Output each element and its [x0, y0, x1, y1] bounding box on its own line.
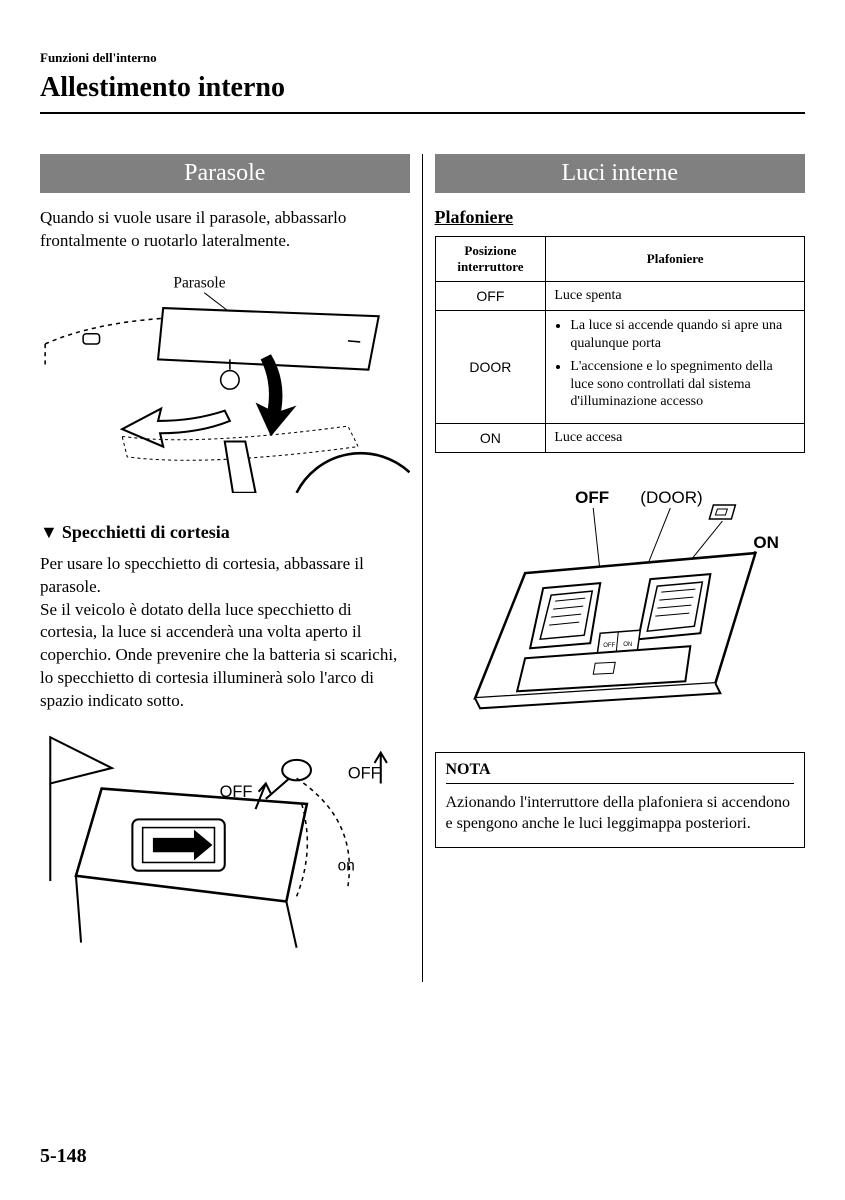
- figure-plafoniera: OFF (DOOR) ON: [435, 483, 806, 728]
- specchietti-heading: ▼Specchietti di cortesia: [40, 522, 410, 543]
- table-row: DOOR La luce si accende quando si apre un…: [435, 311, 805, 424]
- fig2-on: on: [338, 858, 355, 875]
- fig3-door: (DOOR): [640, 488, 702, 507]
- note-body: Azionando l'interruttore della plafonier…: [446, 792, 795, 835]
- fig3-on: ON: [753, 533, 779, 552]
- table-cell-desc: Luce accesa: [546, 423, 805, 452]
- page-number: 5-148: [40, 1145, 87, 1168]
- specchietti-title: Specchietti di cortesia: [62, 522, 230, 542]
- fig2-off-left: OFF: [220, 783, 253, 801]
- svg-text:ON: ON: [623, 642, 632, 648]
- left-column: Parasole Quando si vuole usare il paraso…: [40, 154, 423, 982]
- fig1-label: Parasole: [173, 274, 225, 291]
- svg-text:OFF: OFF: [603, 643, 615, 649]
- table-head-desc: Plafoniere: [546, 237, 805, 282]
- table-head-pos: Posizione interruttore: [435, 237, 546, 282]
- table-cell-desc: Luce spenta: [546, 282, 805, 311]
- table-row: ONLuce accesa: [435, 423, 805, 452]
- note-title: NOTA: [446, 761, 795, 784]
- page-title: Allestimento interno: [40, 72, 805, 104]
- table-row: OFFLuce spenta: [435, 282, 805, 311]
- table-cell-pos: ON: [435, 423, 546, 452]
- list-item: La luce si accende quando si apre una qu…: [570, 317, 796, 352]
- header-rule: [40, 112, 805, 114]
- fig2-off-right: OFF: [348, 765, 381, 783]
- table-cell-pos: DOOR: [435, 311, 546, 424]
- specchietti-body: Per usare lo specchietto di cortesia, ab…: [40, 553, 410, 714]
- plafoniere-table: Posizione interruttore Plafoniere OFFLuc…: [435, 236, 806, 453]
- table-cell-pos: OFF: [435, 282, 546, 311]
- fig3-off: OFF: [575, 488, 609, 507]
- plafoniere-subheading: Plafoniere: [435, 207, 806, 228]
- table-cell-desc: La luce si accende quando si apre una qu…: [546, 311, 805, 424]
- breadcrumb: Funzioni dell'interno: [40, 50, 805, 66]
- parasole-banner: Parasole: [40, 154, 410, 193]
- heading-marker: ▼: [40, 522, 58, 543]
- note-box: NOTA Azionando l'interruttore della plaf…: [435, 752, 806, 848]
- content-columns: Parasole Quando si vuole usare il paraso…: [40, 154, 805, 982]
- figure-specchietto: OFF OFF on: [40, 727, 410, 958]
- parasole-intro: Quando si vuole usare il parasole, abbas…: [40, 207, 410, 253]
- plafoniere-tbody: OFFLuce spentaDOOR La luce si accende qua…: [435, 282, 805, 453]
- list-item: L'accensione e lo spegnimento della luce…: [570, 358, 796, 411]
- luci-banner: Luci interne: [435, 154, 806, 193]
- right-column: Luci interne Plafoniere Posizione interr…: [423, 154, 806, 982]
- figure-parasole: Parasole: [40, 267, 410, 498]
